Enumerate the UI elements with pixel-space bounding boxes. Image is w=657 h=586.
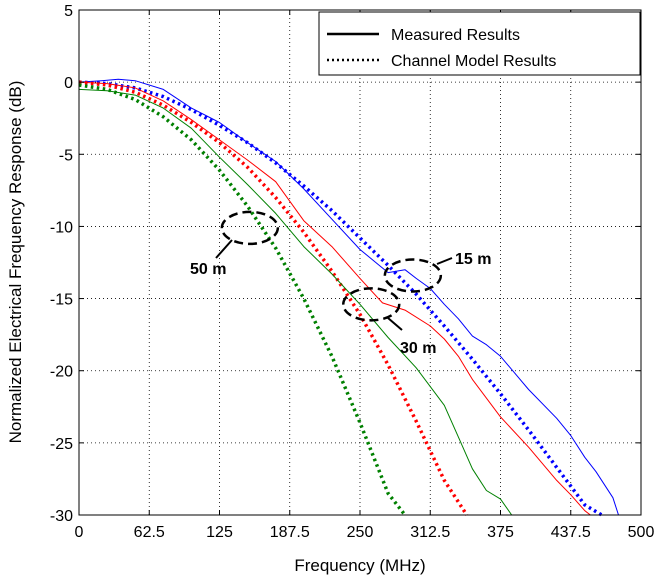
annotation-ellipse [341, 287, 401, 322]
series-line-30m-measured [78, 81, 591, 516]
y-axis-label: Normalized Electrical Frequency Response… [6, 81, 25, 444]
x-tick-label: 187.5 [270, 524, 310, 541]
x-tick-label: 125 [206, 524, 233, 541]
series-line-15m-model [78, 80, 603, 517]
x-tick-label: 312.5 [410, 524, 450, 541]
series-line-50m-measured [78, 88, 513, 516]
x-tick-label: 500 [628, 524, 655, 541]
series-line-30m-model [78, 80, 469, 516]
annotation-ellipse [220, 210, 280, 246]
x-tick-label: 250 [347, 524, 374, 541]
legend-box [318, 11, 641, 76]
annotation-label: 50 m [190, 261, 226, 278]
annotation-pointer [436, 257, 453, 265]
x-tick-label: 375 [487, 524, 514, 541]
y-tick-label: -10 [50, 219, 73, 236]
series-layer [78, 78, 619, 517]
annotation-label: 30 m [400, 340, 436, 357]
axis-ticks: 0 62.5 125 187.5 250 312.5 375 437.5 500 5 0 -5 -10 -… [50, 3, 655, 541]
legend-label-model: Channel Model Results [391, 53, 556, 70]
x-tick-label: 0 [75, 524, 84, 541]
annotation-ellipse [383, 258, 443, 293]
grid-lines [79, 10, 641, 515]
x-tick-label: 62.5 [134, 524, 165, 541]
y-tick-label: -30 [50, 508, 73, 525]
annotations-layer: 15 m 30 m 50 m [190, 210, 491, 357]
y-tick-label: 0 [64, 75, 73, 92]
y-tick-label: -20 [50, 364, 73, 381]
annotation-label: 15 m [455, 251, 491, 268]
series-line-15m-measured [78, 78, 619, 516]
y-tick-label: 5 [64, 3, 73, 20]
y-tick-label: -15 [50, 292, 73, 309]
annotation-pointer [215, 239, 233, 259]
x-tick-label: 437.5 [551, 524, 591, 541]
x-axis-label: Frequency (MHz) [294, 556, 425, 575]
legend: Measured Results Channel Model Results [318, 11, 641, 76]
annotation-pointer [387, 317, 403, 331]
legend-label-measured: Measured Results [391, 27, 520, 44]
y-tick-label: -5 [59, 147, 73, 164]
y-tick-label: -25 [50, 436, 73, 453]
